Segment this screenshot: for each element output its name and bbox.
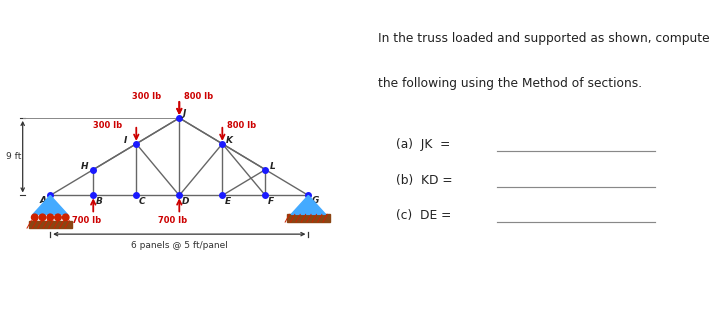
Text: 9 ft: 9 ft xyxy=(6,152,22,161)
Text: K: K xyxy=(226,136,233,145)
Circle shape xyxy=(63,214,69,221)
Circle shape xyxy=(55,214,61,221)
Text: 300 lb: 300 lb xyxy=(132,92,161,101)
Text: 800 lb: 800 lb xyxy=(184,92,212,101)
Polygon shape xyxy=(287,214,330,222)
Text: 700 lb: 700 lb xyxy=(158,216,187,225)
Text: 700 lb: 700 lb xyxy=(72,216,101,225)
Text: F: F xyxy=(268,197,274,206)
Polygon shape xyxy=(33,195,68,214)
Text: (b)  KD =: (b) KD = xyxy=(396,174,452,187)
Text: G: G xyxy=(312,196,319,205)
Polygon shape xyxy=(29,221,72,228)
Text: In the truss loaded and supported as shown, compute: In the truss loaded and supported as sho… xyxy=(378,32,710,45)
Text: A: A xyxy=(40,196,47,205)
Text: L: L xyxy=(270,162,275,171)
Circle shape xyxy=(47,214,53,221)
Circle shape xyxy=(32,214,38,221)
Text: I: I xyxy=(123,136,127,145)
Text: the following using the Method of sections.: the following using the Method of sectio… xyxy=(378,77,642,90)
Text: (c)  DE =: (c) DE = xyxy=(396,209,451,222)
Text: J: J xyxy=(183,109,186,118)
Text: E: E xyxy=(225,197,231,206)
Text: H: H xyxy=(81,162,88,171)
Circle shape xyxy=(39,214,46,221)
Polygon shape xyxy=(291,195,325,214)
Text: 800 lb: 800 lb xyxy=(227,121,256,130)
Text: C: C xyxy=(139,197,145,206)
Text: 6 panels @ 5 ft/panel: 6 panels @ 5 ft/panel xyxy=(131,241,228,250)
Text: D: D xyxy=(182,197,189,206)
Text: (a)  JK  =: (a) JK = xyxy=(396,138,450,151)
Text: 300 lb: 300 lb xyxy=(94,121,122,130)
Text: B: B xyxy=(96,197,103,206)
